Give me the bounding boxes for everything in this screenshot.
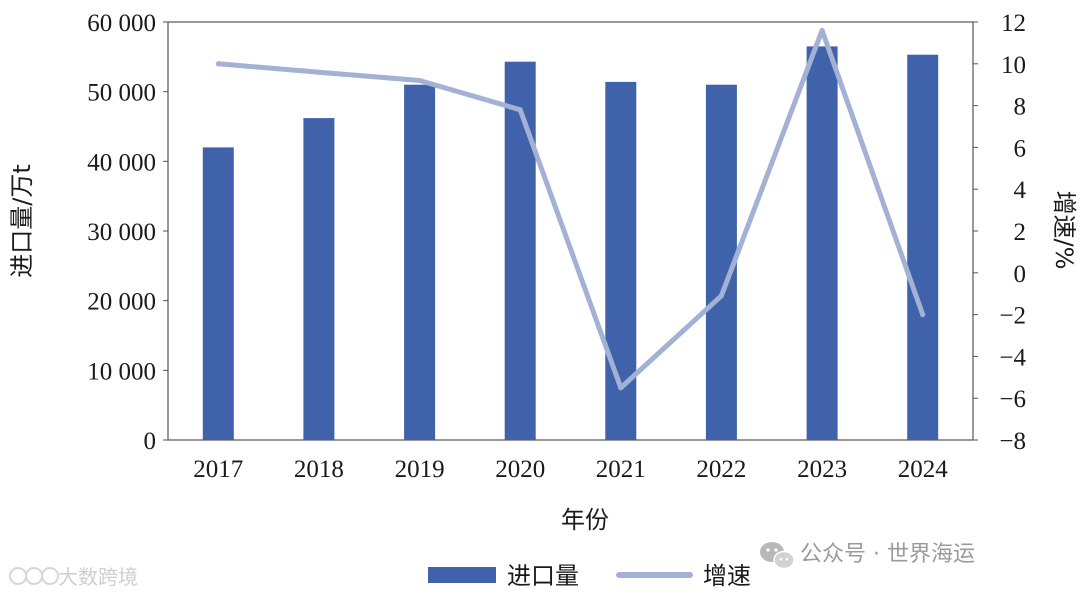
y-right-tick-label: −4 bbox=[999, 344, 1026, 371]
growth-point-2021 bbox=[618, 385, 624, 391]
y-left-tick-label: 40 000 bbox=[87, 149, 156, 176]
x-tick-labels: 2017 2018 2019 2020 2021 2022 2023 2024 bbox=[193, 456, 948, 483]
growth-point-2023 bbox=[819, 27, 825, 33]
bar-2024 bbox=[907, 54, 939, 440]
y-right-tick-label: 10 bbox=[1001, 52, 1026, 79]
y-right-tick-label: 12 bbox=[1001, 10, 1026, 37]
wechat-icon bbox=[760, 542, 795, 570]
y-right-tick-label: −8 bbox=[999, 428, 1026, 455]
y-right-tick-label: 4 bbox=[1014, 177, 1027, 204]
x-tick-label: 2017 bbox=[193, 456, 243, 483]
brand-logo-icon bbox=[9, 567, 59, 585]
y-right-tick-label: 6 bbox=[1014, 135, 1027, 162]
legend-bar-swatch bbox=[428, 567, 496, 583]
x-tick-label: 2018 bbox=[294, 456, 344, 483]
y-right-tick-label: 0 bbox=[1014, 261, 1027, 288]
growth-point-2022 bbox=[718, 293, 724, 299]
y-left-axis-title: 进口量/万t bbox=[8, 164, 36, 278]
watermark-left-text: 大数跨境 bbox=[58, 565, 138, 589]
x-tick-label: 2022 bbox=[696, 456, 746, 483]
x-tick-label: 2024 bbox=[898, 456, 949, 483]
bar-2018 bbox=[303, 118, 335, 440]
bar-2017 bbox=[202, 147, 234, 440]
watermark-left: 大数跨境 bbox=[9, 565, 138, 589]
y-left-tick-label: 0 bbox=[144, 428, 157, 455]
y-left-tick-label: 30 000 bbox=[87, 219, 156, 246]
y-left-tick-labels: 0 10 000 20 000 30 000 40 000 50 000 60 000 bbox=[87, 10, 168, 455]
bar-2023 bbox=[806, 46, 838, 441]
x-tick-label: 2020 bbox=[495, 456, 545, 483]
legend-bar-label: 进口量 bbox=[507, 562, 579, 590]
plot-frame bbox=[167, 21, 974, 441]
y-right-tick-labels: −8 −6 −4 −2 0 2 4 6 8 10 12 bbox=[973, 10, 1027, 455]
bar-2020 bbox=[504, 61, 536, 440]
watermark-right-text: 公众号 · 世界海运 bbox=[800, 542, 975, 567]
y-right-tick-label: −2 bbox=[999, 303, 1026, 330]
line-layer bbox=[215, 27, 926, 391]
y-left-tick-label: 20 000 bbox=[87, 289, 156, 316]
y-right-tick-label: 8 bbox=[1014, 94, 1027, 121]
growth-point-2018 bbox=[316, 69, 322, 75]
watermark-right: 公众号 · 世界海运 bbox=[760, 542, 975, 570]
x-tick-label: 2021 bbox=[596, 456, 646, 483]
y-right-tick-label: 2 bbox=[1014, 219, 1027, 246]
growth-point-2019 bbox=[417, 78, 423, 83]
bar-2019 bbox=[404, 84, 436, 440]
x-axis-title: 年份 bbox=[561, 506, 609, 534]
legend: 进口量 增速 bbox=[428, 562, 751, 590]
growth-point-2017 bbox=[215, 61, 221, 67]
growth-point-2020 bbox=[517, 107, 523, 113]
x-tick-label: 2019 bbox=[395, 456, 445, 483]
y-right-tick-label: −6 bbox=[999, 386, 1026, 413]
y-left-tick-label: 50 000 bbox=[87, 80, 156, 107]
y-left-tick-label: 60 000 bbox=[87, 10, 156, 37]
x-tick-label: 2023 bbox=[797, 456, 847, 483]
growth-point-2024 bbox=[920, 312, 926, 318]
y-left-tick-label: 10 000 bbox=[87, 358, 156, 385]
legend-line-label: 增速 bbox=[703, 562, 751, 590]
y-right-axis-title: 增速/% bbox=[1050, 191, 1078, 270]
growth-rate-line bbox=[215, 27, 926, 391]
